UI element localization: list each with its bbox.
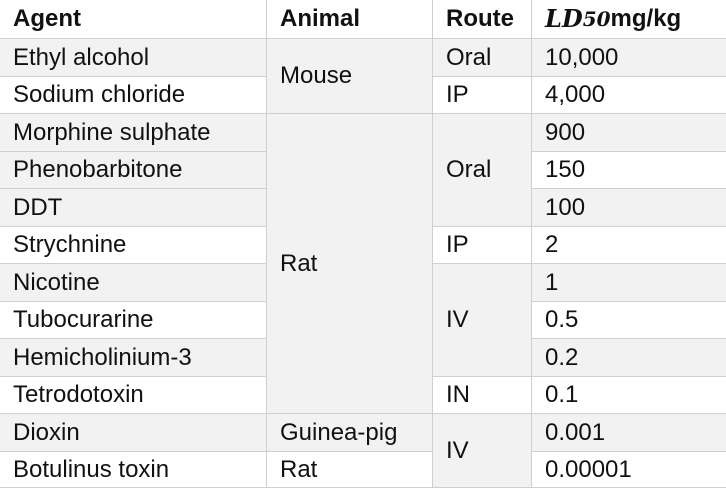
agent-cell: Nicotine: [0, 264, 267, 302]
route-cell: IP: [433, 77, 532, 114]
agent-cell: Tubocurarine: [0, 302, 267, 339]
route-cell: Oral: [433, 114, 532, 227]
animal-cell-guinea-pig: Guinea-pig: [267, 414, 433, 452]
agent-cell: Hemicholinium-3: [0, 339, 267, 377]
ld50-cell: 150: [532, 152, 726, 189]
route-cell: IV: [433, 264, 532, 377]
agent-cell: Morphine sulphate: [0, 114, 267, 152]
ld50-cell: 100: [532, 189, 726, 227]
ld-symbol: LD: [545, 4, 583, 33]
animal-cell-rat: Rat: [267, 452, 433, 488]
header-animal: Animal: [267, 0, 433, 39]
agent-cell: Ethyl alcohol: [0, 39, 267, 77]
agent-cell: Dioxin: [0, 414, 267, 452]
header-agent: Agent: [0, 0, 267, 39]
agent-cell: Strychnine: [0, 227, 267, 264]
header-ld50: LD 50 mg/kg: [532, 0, 726, 39]
ld50-cell: 1: [532, 264, 726, 302]
ld50-cell: 4,000: [532, 77, 726, 114]
agent-cell: Phenobarbitone: [0, 152, 267, 189]
ld50-cell: 0.1: [532, 377, 726, 414]
header-route: Route: [433, 0, 532, 39]
agent-cell: Tetrodotoxin: [0, 377, 267, 414]
animal-cell-mouse: Mouse: [267, 39, 433, 114]
route-cell: Oral: [433, 39, 532, 77]
ld50-cell: 0.00001: [532, 452, 726, 488]
ld50-cell: 0.001: [532, 414, 726, 452]
agent-cell: DDT: [0, 189, 267, 227]
route-cell: IN: [433, 377, 532, 414]
animal-cell-rat: Rat: [267, 114, 433, 414]
ld-subscript: 50: [582, 7, 611, 31]
agent-cell: Botulinus toxin: [0, 452, 267, 488]
ld50-cell: 0.5: [532, 302, 726, 339]
ld50-cell: 900: [532, 114, 726, 152]
ld50-cell: 10,000: [532, 39, 726, 77]
route-cell: IP: [433, 227, 532, 264]
ld50-cell: 2: [532, 227, 726, 264]
route-cell: IV: [433, 414, 532, 488]
ld-unit: mg/kg: [610, 5, 682, 32]
ld50-cell: 0.2: [532, 339, 726, 377]
agent-cell: Sodium chloride: [0, 77, 267, 114]
